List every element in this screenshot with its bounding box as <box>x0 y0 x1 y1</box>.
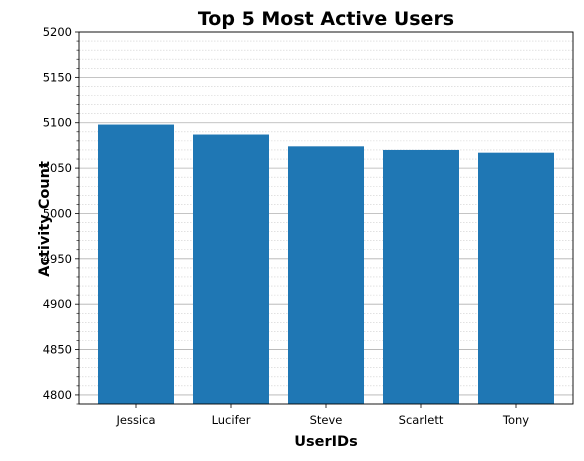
y-axis-label: Activity Count <box>37 161 53 277</box>
bar-tony <box>478 152 554 404</box>
y-tick-label: 4900 <box>43 297 72 311</box>
x-tick-label: Tony <box>502 413 529 427</box>
x-axis: Jessica Lucifer Steve Scarlett Tony <box>115 404 529 427</box>
x-tick-label: Scarlett <box>399 413 444 427</box>
y-tick-label: 4850 <box>43 343 72 357</box>
bar-scarlett <box>383 149 459 404</box>
bar-lucifer <box>193 134 269 404</box>
chart-title: Top 5 Most Active Users <box>198 8 454 30</box>
y-tick-label: 5050 <box>43 161 72 175</box>
x-tick-label: Lucifer <box>212 413 251 427</box>
y-tick-label: 5200 <box>43 25 72 39</box>
bar-steve <box>288 146 364 404</box>
y-tick-label: 5100 <box>43 116 72 130</box>
bars <box>98 124 554 405</box>
y-tick-label: 5150 <box>43 70 72 84</box>
y-axis: 4800 4850 4900 4950 5000 5050 5100 5150 5200 <box>43 25 79 402</box>
bar-jessica <box>98 124 174 405</box>
x-axis-label: UserIDs <box>294 434 357 450</box>
y-tick-label: 5000 <box>43 206 72 220</box>
y-tick-label: 4950 <box>43 252 72 266</box>
x-tick-label: Jessica <box>115 413 155 427</box>
x-tick-label: Steve <box>310 413 343 427</box>
y-tick-label: 4800 <box>43 388 72 402</box>
